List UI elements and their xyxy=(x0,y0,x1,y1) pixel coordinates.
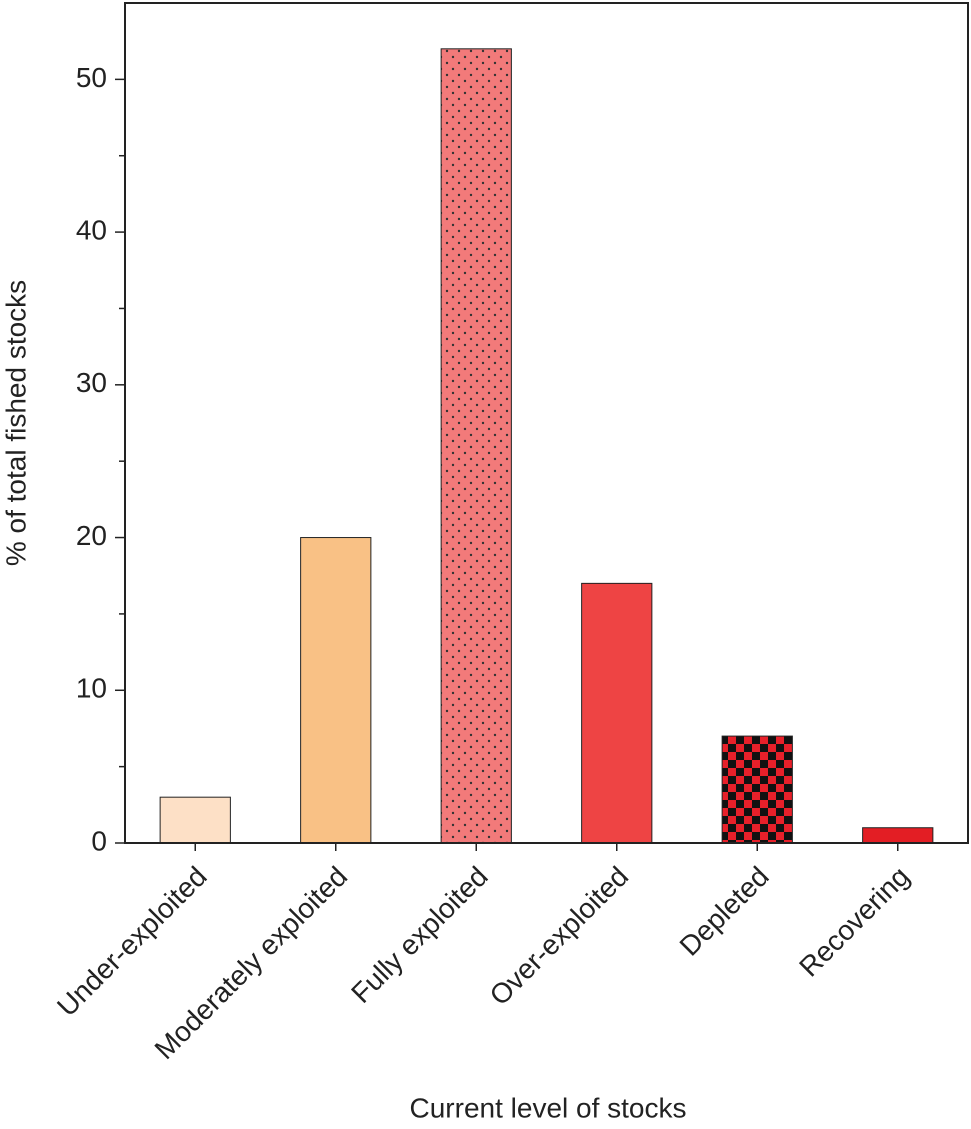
bar xyxy=(721,735,793,844)
bar xyxy=(581,582,653,844)
x-tick-label: Recovering xyxy=(793,861,915,983)
x-tick-label: Depleted xyxy=(674,861,775,962)
y-tick-label: 40 xyxy=(76,214,107,245)
y-tick-label: 20 xyxy=(76,520,107,551)
y-tick-label: 50 xyxy=(76,62,107,93)
x-tick-label: Over-exploited xyxy=(484,861,635,1012)
bar xyxy=(159,796,231,844)
y-axis-title: % of total fished stocks xyxy=(0,280,31,566)
bar xyxy=(862,827,934,844)
y-tick-label: 10 xyxy=(76,673,107,704)
bar xyxy=(300,537,372,844)
x-axis-title: Current level of stocks xyxy=(410,1092,687,1123)
y-tick-label: 30 xyxy=(76,367,107,398)
x-tick-label: Fully exploited xyxy=(345,861,493,1009)
x-tick-label: Under-exploited xyxy=(51,861,213,1023)
y-tick-label: 0 xyxy=(91,825,107,856)
bar xyxy=(440,48,512,844)
plot-frame xyxy=(124,2,969,844)
